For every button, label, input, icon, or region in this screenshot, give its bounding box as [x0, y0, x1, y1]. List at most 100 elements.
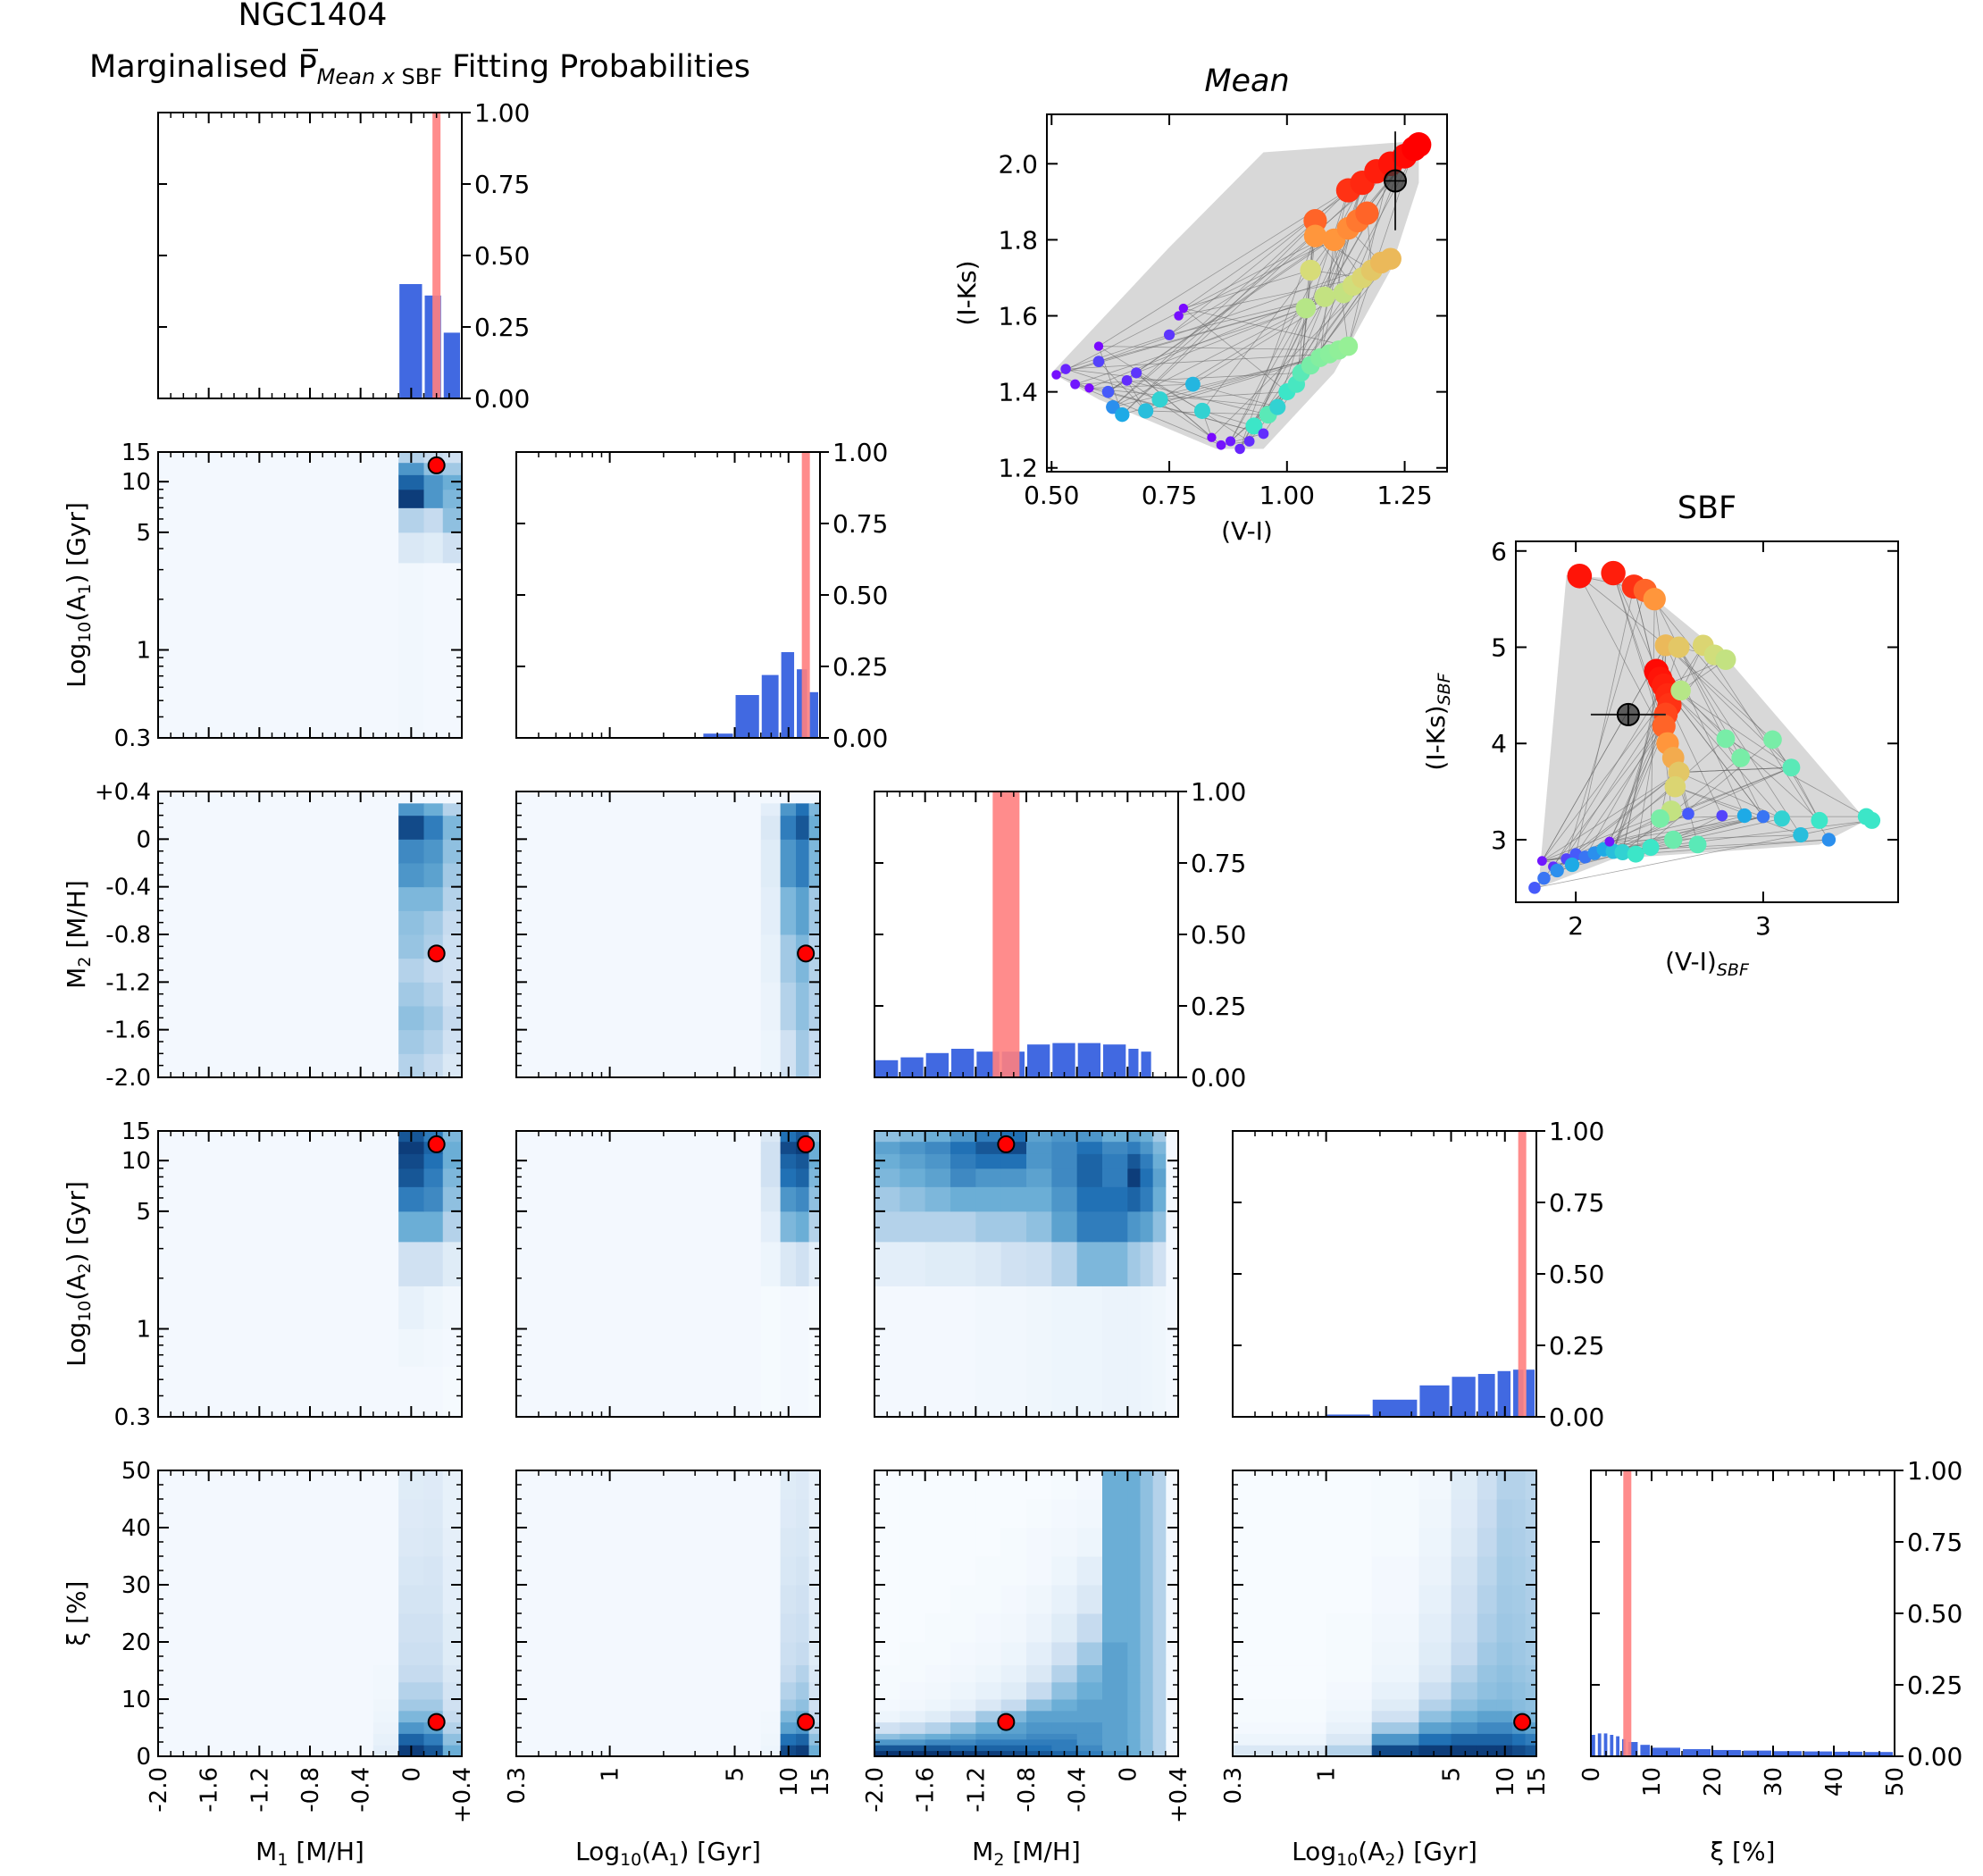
heatmap-cell	[398, 958, 424, 983]
heatmap-cell	[1026, 1153, 1052, 1169]
heatmap-cell	[1026, 1186, 1052, 1212]
heatmap-cell	[1371, 1721, 1419, 1734]
heatmap-cell	[1418, 1585, 1452, 1614]
panel-frame	[1046, 113, 1448, 473]
heatmap-cell	[1102, 1721, 1128, 1734]
heatmap-cell	[442, 910, 463, 935]
heatmap-cell	[1512, 1699, 1527, 1712]
heatmap-cell	[1102, 1241, 1128, 1286]
model-track-line	[1678, 647, 1802, 835]
heatmap-cell	[1026, 1664, 1052, 1683]
heatmap-cell	[760, 1721, 782, 1734]
heatmap-cell	[1102, 1528, 1128, 1557]
heatmap-cell	[1140, 1210, 1154, 1243]
prob-tick-label: 0.75	[1907, 1528, 1962, 1557]
heatmap-cell	[442, 803, 463, 817]
heatmap-cell	[1152, 1585, 1167, 1614]
heatmap-cell	[1152, 1710, 1167, 1723]
heatmap-cell	[1051, 1733, 1078, 1740]
heatmap-cell	[1451, 1721, 1478, 1734]
heatmap-cell	[1512, 1613, 1527, 1643]
heatmap-cell	[1026, 1141, 1052, 1154]
heatmap-cell	[1127, 1745, 1141, 1752]
heatmap-cell	[398, 1556, 424, 1586]
heatmap-cell	[1000, 1186, 1027, 1212]
heatmap-cell	[1026, 1241, 1052, 1286]
heatmap-cell	[1026, 1721, 1052, 1734]
heatmap-cell	[372, 1664, 399, 1683]
heatmap-cell	[1525, 1664, 1537, 1683]
heatmap-cell	[1326, 1613, 1373, 1643]
heatmap-cell	[950, 1241, 976, 1286]
heatmap-cell	[1127, 1241, 1141, 1286]
label-tail: (A	[1358, 1837, 1385, 1866]
heatmap-cell	[1371, 1699, 1419, 1712]
histogram-bar	[703, 733, 733, 738]
heatmap-cell	[1076, 1585, 1103, 1614]
heatmap-cell	[1127, 1733, 1141, 1740]
heatmap-cell	[398, 982, 424, 1007]
heatmap-cell	[760, 1499, 782, 1528]
heatmap-cell	[398, 1733, 424, 1746]
heatmap-cell	[808, 1733, 821, 1746]
model-track-line	[1135, 373, 1222, 446]
heatmap-cell	[423, 1733, 444, 1746]
heatmap-cell	[1026, 1556, 1052, 1586]
heatmap-cell	[423, 839, 444, 864]
heatmap-cell	[975, 1210, 1002, 1243]
heatmap-cell	[1051, 1241, 1078, 1286]
heatmap-cell	[1152, 1745, 1167, 1752]
heatmap-cell	[1418, 1642, 1452, 1666]
heatmap-cell	[796, 1681, 810, 1700]
heatmap-cell	[1512, 1585, 1527, 1614]
heatmap-cell	[1477, 1556, 1498, 1586]
y-tick-label: 5	[136, 1199, 151, 1226]
histogram-bar	[1526, 1369, 1535, 1417]
panel-background	[874, 791, 1178, 1077]
model-point	[1604, 836, 1615, 847]
heatmap-cell	[442, 1699, 463, 1712]
y-axis-label-A2: Log10(A2) [Gyr]	[62, 1181, 95, 1367]
heatmap-cell	[1451, 1499, 1478, 1528]
model-point	[1406, 132, 1432, 158]
heatmap-cell	[760, 886, 782, 935]
heatmap-cell	[1326, 1681, 1373, 1700]
heatmap-cell	[1076, 1733, 1103, 1740]
heatmap-cell	[442, 1710, 463, 1723]
best-fit-marker	[1513, 1713, 1532, 1731]
heatmap-cell	[1512, 1733, 1527, 1746]
heatmap-cell	[1140, 1721, 1154, 1734]
label-tail: (A	[62, 1274, 91, 1301]
heatmap-cell	[925, 1738, 951, 1746]
heatmap-cell	[760, 934, 782, 983]
prob-tick-label: 0.50	[833, 581, 888, 610]
histogram-bar	[1603, 1733, 1608, 1756]
heatmap-cell	[372, 1745, 399, 1757]
histogram-bar	[1640, 1745, 1650, 1756]
heatmap-cell	[925, 1699, 951, 1712]
heatmap-cell	[1140, 1470, 1154, 1500]
heatmap-cell	[1496, 1721, 1513, 1734]
prob-tick-label: 0.50	[474, 241, 530, 271]
model-point	[1651, 808, 1669, 828]
heatmap-cell	[1451, 1556, 1478, 1586]
heatmap-cell	[1127, 1721, 1141, 1734]
heatmap-cell	[442, 982, 463, 1007]
x-tick-label: -2.0	[862, 1767, 889, 1813]
heatmap-cell	[808, 1642, 821, 1666]
heatmap-cell	[1451, 1699, 1478, 1712]
heatmap-cell	[1000, 1286, 1027, 1418]
heatmap-cell	[760, 1642, 782, 1666]
best-fit-marker	[997, 1713, 1016, 1731]
heatmap-cell	[1127, 1585, 1141, 1614]
heatmap-cell	[1000, 1585, 1027, 1614]
heatmap-cell	[899, 1528, 926, 1557]
model-point	[1537, 871, 1551, 885]
heatmap-cell	[975, 1710, 1002, 1723]
heatmap-cell	[1140, 1664, 1154, 1683]
heatmap-cell	[423, 863, 444, 888]
label-tail2: ) [Gyr]	[679, 1837, 760, 1866]
heatmap-cell	[1051, 1286, 1078, 1418]
heatmap-cell	[1152, 1750, 1167, 1757]
